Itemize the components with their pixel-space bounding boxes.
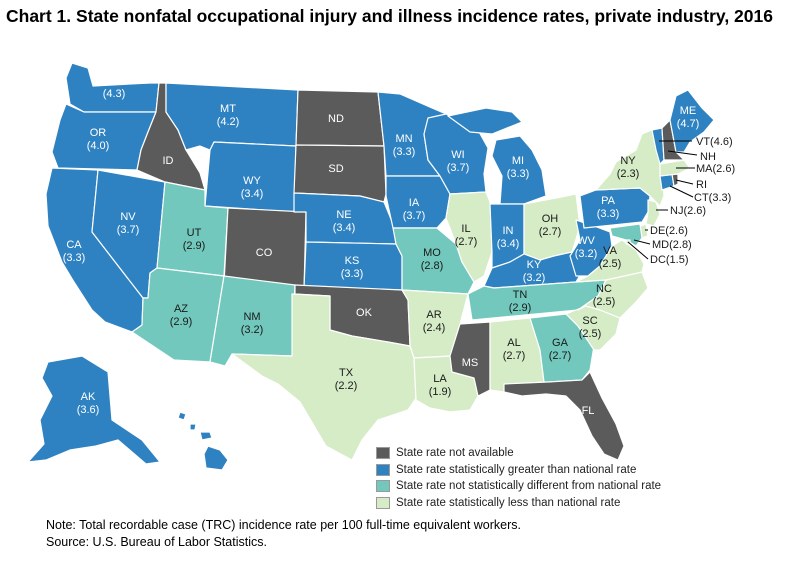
state-label-NJ: NJ(2.6) [670, 205, 706, 217]
chart-title: Chart 1. State nonfatal occupational inj… [6, 6, 773, 26]
state-label-FL: FL [582, 405, 595, 417]
state-NC [577, 271, 649, 319]
state-label-NE: NE (3.4) [333, 209, 356, 234]
state-label-LA: LA (1.9) [429, 373, 452, 398]
state-label-SC: SC (2.5) [579, 315, 602, 340]
legend-label: State rate statistically less than natio… [396, 496, 621, 509]
state-label-UT: UT (2.9) [183, 227, 206, 252]
state-label-MT: MT (4.2) [217, 103, 240, 128]
state-label-OH: OH (2.7) [539, 213, 562, 238]
legend-item-not-different: State rate not statistically different f… [376, 478, 661, 495]
state-label-RI: RI [696, 179, 707, 191]
state-AK [27, 355, 161, 465]
state-label-ME: ME (4.7) [677, 105, 700, 130]
state-label-DC: DC(1.5) [650, 254, 689, 266]
state-NJ [645, 199, 661, 227]
source-text: Source: U.S. Bureau of Labor Statistics. [46, 535, 267, 549]
legend-item-less: State rate statistically less than natio… [376, 495, 661, 512]
state-MA [659, 159, 691, 177]
state-label-PA: PA (3.3) [597, 195, 620, 220]
state-label-IL: IL (2.7) [455, 223, 478, 248]
state-label-SD: SD [328, 163, 343, 175]
legend-label: State rate not available [396, 447, 514, 460]
state-VT [651, 127, 665, 165]
state-IL [445, 191, 493, 283]
state-label-NC: NC (2.5) [593, 283, 616, 308]
state-label-CT: CT(3.3) [694, 192, 731, 204]
legend-item-greater: State rate statistically greater than na… [376, 462, 661, 479]
state-label-HI: HI (3.5) [199, 474, 222, 499]
state-label-OR: OR (4.0) [87, 127, 110, 152]
state-label-IN: IN (3.4) [497, 225, 520, 250]
state-label-WV: WV (3.2) [575, 235, 598, 260]
state-label-MN: MN (3.3) [393, 133, 416, 158]
legend-swatch [376, 447, 390, 460]
state-label-AL: AL (2.7) [503, 337, 526, 362]
state-label-NY: NY (2.3) [617, 155, 640, 180]
state-label-MI: MI (3.3) [507, 155, 530, 180]
state-label-MS: MS [462, 357, 479, 369]
state-MI [447, 107, 547, 205]
legend-swatch [376, 496, 390, 509]
footnote: Note: Total recordable case (TRC) incide… [46, 517, 521, 551]
state-TX [231, 293, 417, 461]
legend-label: State rate statistically greater than na… [396, 463, 637, 476]
legend-swatch [376, 480, 390, 493]
state-FL [503, 371, 625, 461]
state-label-KS: KS (3.3) [341, 255, 364, 280]
legend-swatch [376, 463, 390, 476]
state-label-NH: NH [700, 151, 716, 163]
legend-item-not-available: State rate not available [376, 445, 661, 462]
label-leader-lines [627, 140, 698, 260]
state-label-AK: AK (3.6) [77, 391, 100, 416]
state-label-VT: VT(4.6) [696, 136, 733, 148]
state-label-NM: NM (3.2) [241, 311, 264, 336]
state-label-ND: ND [328, 113, 344, 125]
state-label-AZ: AZ (2.9) [170, 303, 193, 328]
state-label-ID: ID [163, 155, 174, 167]
state-label-WA: WA (4.3) [103, 75, 126, 100]
state-VA [575, 239, 645, 283]
state-label-IA: IA (3.7) [403, 197, 426, 222]
state-label-OK: OK [356, 307, 373, 319]
state-label-VA: VA (2.5) [599, 245, 622, 270]
state-ME [669, 89, 715, 153]
state-label-NV: NV (3.7) [117, 211, 140, 236]
state-label-MA: MA(2.6) [696, 163, 735, 175]
state-label-GA: GA (2.7) [549, 337, 572, 362]
legend: State rate not available State rate stat… [376, 445, 661, 511]
state-label-TN: TN (2.9) [509, 289, 532, 314]
legend-label: State rate not statistically different f… [396, 480, 662, 493]
state-label-KY: KY (3.2) [523, 259, 546, 284]
state-label-MD: MD(2.8) [652, 239, 692, 251]
state-label-DE: DE(2.6) [650, 225, 688, 237]
state-label-MO: MO (2.8) [421, 247, 444, 272]
state-label-AR: AR (2.4) [423, 309, 446, 334]
state-HI [177, 411, 229, 471]
state-label-WY: WY (3.4) [241, 175, 264, 200]
state-label-CA: CA (3.3) [63, 239, 86, 264]
state-label-WI: WI (3.7) [447, 149, 470, 174]
state-label-CO: CO [256, 247, 273, 259]
note-text: Note: Total recordable case (TRC) incide… [46, 518, 521, 532]
state-labels: WA (4.3) OR (4.0) CA (3.3) NV (3.7) ID MT (4.2) WY(… [63, 75, 735, 499]
state-NH [661, 119, 685, 161]
state-label-TX: TX (2.2) [335, 367, 358, 392]
state-MO [392, 227, 475, 295]
